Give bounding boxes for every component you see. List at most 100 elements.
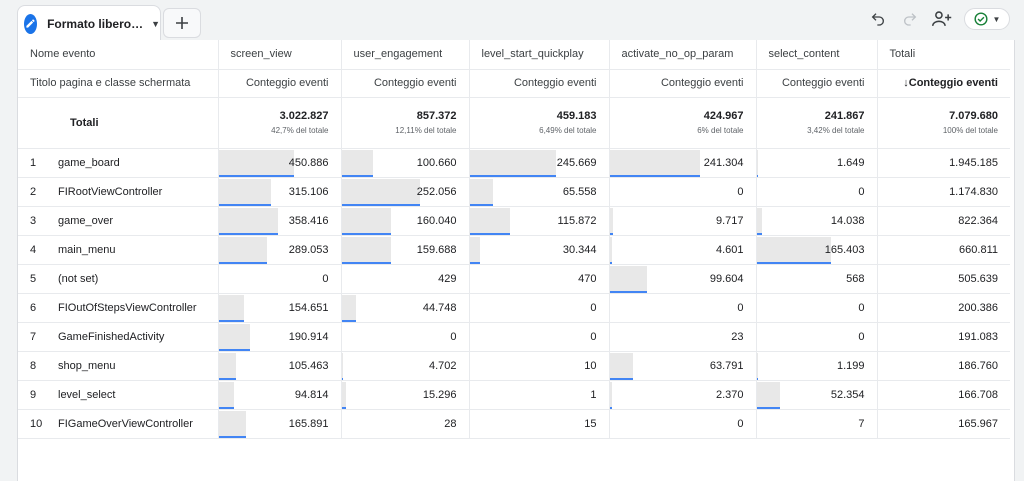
metric-cell-content: 165.891 [218,410,341,438]
event-name-cell[interactable]: FIOutOfStepsViewController [58,293,219,323]
metric-cell-content: 154.651 [218,294,341,322]
total-cell: 3.022.827 42,7% del totale [218,97,342,149]
metric-value: 23 [731,330,744,343]
metric-cell-content: 1.649 [756,149,877,177]
metric-cell: 7 [756,409,878,439]
metric-cell-content: 1.945.185 [878,149,1011,177]
metric-cell: 14.038 [756,206,878,236]
metric-value: 0 [858,301,865,314]
metric-cell: 100.660 [341,148,470,178]
metric-header[interactable]: Conteggio eventi [341,69,470,98]
metric-value: 0 [858,330,865,343]
metric-header[interactable]: Conteggio eventi [609,69,757,98]
inline-bar [609,381,612,409]
metric-header-sorted[interactable]: ↓Conteggio eventi [877,69,1010,98]
metric-cell: 252.056 [341,177,470,207]
inline-bar [218,178,272,206]
metric-cell: 165.967 [877,409,1010,439]
metric-value: 191.083 [958,330,998,343]
metric-cell-content: 23 [610,323,756,351]
table-row[interactable]: 8 shop_menu 105.463 4.702 10 63.791 1.199 186.7… [18,351,1011,381]
total-value: 857.372 [416,110,457,122]
arrow-down-icon: ↓ [903,77,909,89]
metric-cell-content: 245.669 [469,149,609,177]
table-row[interactable]: 5 (not set) 0 429 470 99.604 568 505.639 [18,264,1010,294]
metric-value: 660.811 [959,243,998,256]
inline-bar [341,178,421,206]
metric-cell-content: 186.760 [878,352,1011,380]
metric-cell: 822.364 [877,206,1011,236]
event-name-cell[interactable]: FIGameOverViewController [58,409,219,439]
event-name-cell[interactable]: shop_menu [58,351,219,381]
dropdown-caret-icon[interactable]: ▼ [151,18,160,29]
metric-cell: 358.416 [218,206,342,236]
metric-header[interactable]: Conteggio eventi [218,69,342,98]
report-table-panel: Nome evento screen_view user_engagement … [17,40,1015,481]
table-row[interactable]: 10 FIGameOverViewController 165.891 28 15 0 7 1… [18,409,1010,439]
metric-value: 0 [737,185,744,198]
add-tab-button[interactable] [163,8,201,38]
total-cell: 241.867 3,42% del totale [756,97,878,149]
table-row[interactable]: 7 GameFinishedActivity 190.914 0 0 23 0 191.083 [18,322,1010,352]
metric-cell: 1 [469,380,610,410]
metric-cell: 28 [341,409,470,439]
column-header-screen-view[interactable]: screen_view [218,40,342,70]
metric-value: 165.403 [824,243,865,256]
metric-value: 4.601 [715,243,744,256]
column-header-level-start-quickplay[interactable]: level_start_quickplay [469,40,610,70]
metric-cell-content: 660.811 [878,236,1011,264]
metric-cell-content: 470 [470,265,609,293]
column-header-select-content[interactable]: select_content [756,40,878,70]
inline-bar [469,236,480,264]
event-name-cell[interactable]: FIRootViewController [58,177,219,207]
event-name-cell[interactable]: level_select [58,380,219,410]
column-header-user-engagement[interactable]: user_engagement [341,40,470,70]
metric-value: 14.038 [830,214,865,227]
undo-icon[interactable] [868,9,888,29]
metric-cell: 10 [469,351,610,381]
metric-cell-content: 0 [757,178,877,206]
row-dimension-header[interactable]: Titolo pagina e classe schermata [18,69,219,98]
event-name-cell[interactable]: GameFinishedActivity [58,322,219,352]
metric-cell: 1.945.185 [877,148,1011,178]
metric-cell-content: 0 [610,178,756,206]
inline-bar [469,149,556,177]
column-header-activate-no-op-param[interactable]: activate_no_op_param [609,40,757,70]
metric-value: 315.106 [288,185,329,198]
metric-value: 160.040 [416,214,457,227]
metric-cell: 94.814 [218,380,342,410]
metric-header[interactable]: Conteggio eventi [756,69,878,98]
row-number: 2 [18,177,58,207]
total-cell: 459.183 6,49% del totale [469,97,610,149]
table-row[interactable]: 1 game_board 450.886 100.660 245.669 241.304 1… [18,148,1011,178]
event-name-cell[interactable]: game_board [58,148,219,178]
exploration-tab[interactable]: Formato libero… ▼ [17,5,161,41]
metric-cell: 200.386 [877,293,1010,323]
inline-bar [609,265,647,293]
inline-bar [218,323,251,351]
pencil-icon [24,13,38,34]
column-header-totali[interactable]: Totali [877,40,1010,70]
event-name-cell[interactable]: game_over [58,206,219,236]
metric-value: 63.791 [709,359,744,372]
table-row[interactable]: 2 FIRootViewController 315.106 252.056 65.55… [18,177,1010,207]
dimension-header[interactable]: Nome evento [18,40,219,70]
inline-bar [218,381,235,409]
share-user-icon[interactable] [932,9,952,29]
metric-header[interactable]: Conteggio eventi [469,69,610,98]
metric-value: 200.386 [958,301,998,314]
metric-value: 1.945.185 [949,156,998,169]
redo-icon[interactable] [900,9,920,29]
table-row[interactable]: 9 level_select 94.814 15.296 1 2.370 52.354 166… [18,380,1010,410]
metric-value: 10 [584,359,597,372]
metric-cell-content: 63.791 [609,352,756,380]
table-row[interactable]: 6 FIOutOfStepsViewController 154.651 44.748… [18,293,1010,323]
table-row[interactable]: 4 main_menu 289.053 159.688 30.344 4.601 165.4… [18,235,1011,265]
table-row[interactable]: 3 game_over 358.416 160.040 115.872 9.717 14.0… [18,206,1011,236]
metric-cell-content: 822.364 [878,207,1011,235]
metric-value: 241.304 [703,156,744,169]
event-name-cell[interactable]: main_menu [58,235,219,265]
total-percent: 100% del totale [942,126,998,135]
event-name-cell[interactable]: (not set) [58,264,219,294]
status-check-button[interactable]: ▼ [964,8,1010,30]
